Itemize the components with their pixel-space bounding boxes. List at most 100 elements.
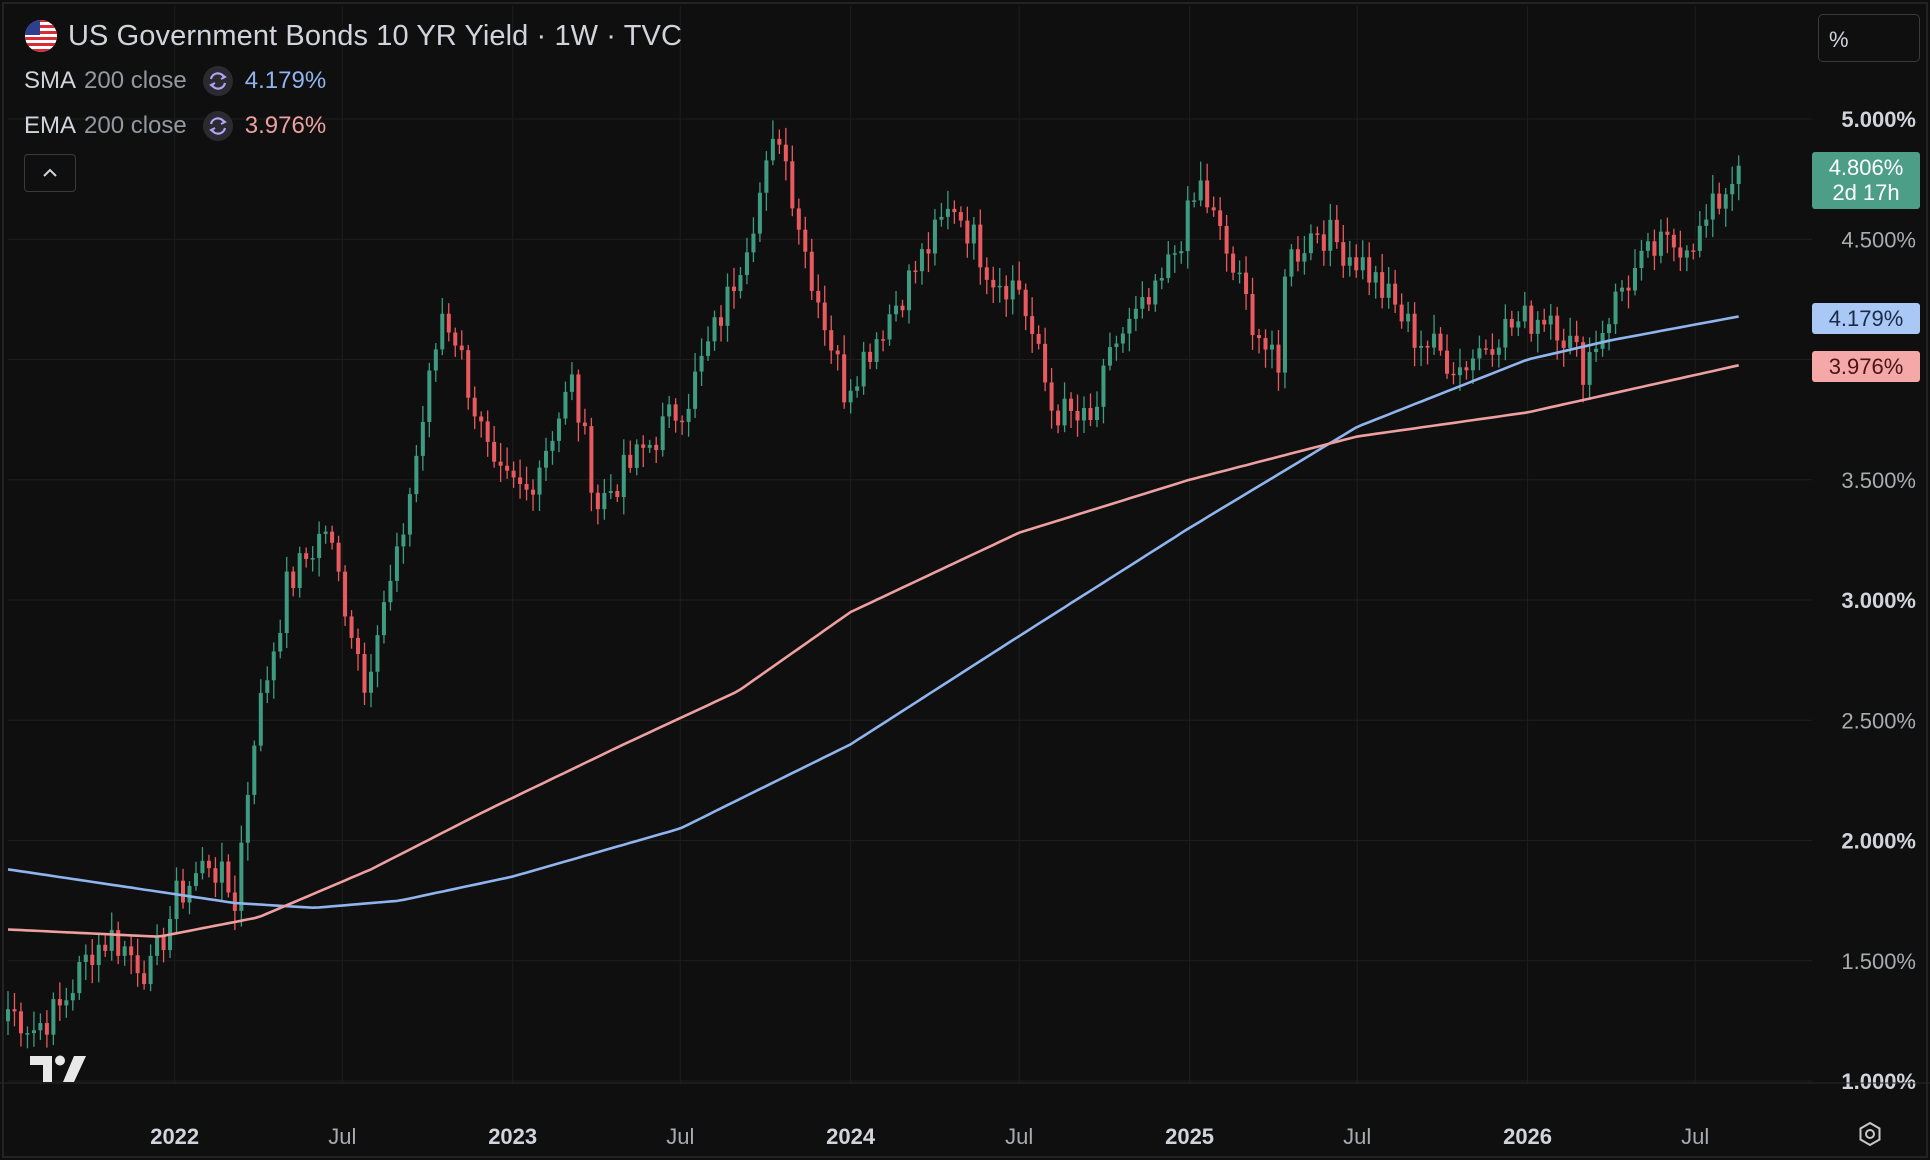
- candle-body-up: [433, 349, 438, 371]
- candle-body-down: [12, 1009, 17, 1012]
- candle-body-down: [453, 332, 458, 346]
- candle-body-up: [83, 954, 88, 962]
- x-axis-tick-label: Jul: [1681, 1124, 1709, 1149]
- candle-body-up: [1697, 225, 1702, 251]
- candle-body-down: [349, 616, 354, 638]
- legend-title-row: US Government Bonds 10 YR Yield · 1W · T…: [24, 14, 682, 58]
- x-axis-tick-label: 2023: [488, 1124, 537, 1149]
- candle-body-up: [1645, 241, 1650, 251]
- candle-body-down: [1205, 180, 1210, 208]
- candle-body-down: [524, 483, 529, 490]
- candle-body-down: [589, 426, 594, 493]
- candle-body-up: [1107, 347, 1112, 366]
- candle-body-up: [1548, 315, 1553, 325]
- candle-body-down: [809, 251, 814, 291]
- candle-body-down: [1444, 350, 1450, 374]
- candle-body-down: [1464, 367, 1469, 371]
- candle-body-down: [1056, 410, 1061, 426]
- candle-body-up: [1386, 283, 1391, 298]
- candle-body-up: [70, 993, 75, 1001]
- ema-200-line: [7, 364, 1739, 938]
- candle-body-down: [1665, 231, 1670, 235]
- candle-body-up: [193, 873, 198, 886]
- x-axis-tick-label: Jul: [666, 1124, 694, 1149]
- candle-body-up: [874, 339, 879, 362]
- collapse-legend-button[interactable]: [24, 154, 76, 192]
- candle-body-down: [783, 144, 788, 162]
- candle-body-down: [362, 654, 367, 693]
- candle-body-down: [796, 208, 801, 230]
- price-unit-button[interactable]: %: [1818, 14, 1920, 62]
- candle-body-down: [1069, 398, 1074, 411]
- candle-body-down: [356, 637, 361, 655]
- candle-body-up: [381, 602, 386, 636]
- indicator-sma[interactable]: SMA 200 close 4.179%: [24, 58, 682, 103]
- candle-body-down: [582, 422, 587, 427]
- candle-body-up: [1282, 276, 1287, 373]
- candle-body-up: [64, 1000, 69, 1006]
- tradingview-logo-icon[interactable]: [30, 1054, 88, 1084]
- indicator-name: SMA: [24, 66, 77, 94]
- candle-body-up: [96, 944, 101, 966]
- candle-body-down: [1574, 335, 1579, 343]
- candle-body-down: [965, 220, 970, 244]
- candle-body-up: [271, 651, 276, 681]
- candle-body-down: [505, 465, 510, 471]
- candle-body-up: [971, 224, 976, 244]
- indicator-params: 200 close: [84, 111, 187, 139]
- candle-body-up: [537, 467, 542, 495]
- candle-body-up: [1166, 254, 1171, 279]
- candle-body-up: [1308, 233, 1313, 254]
- candle-body-up: [1457, 367, 1462, 376]
- sync-icon[interactable]: [202, 110, 233, 141]
- candle-body-down: [1354, 257, 1359, 271]
- candle-body-up: [660, 416, 665, 451]
- candle-body-down: [1561, 340, 1566, 348]
- candle-body-down: [1146, 297, 1151, 305]
- candle-body-up: [1133, 308, 1138, 319]
- candle-body-up: [1503, 318, 1508, 348]
- candle-body-up: [751, 233, 756, 253]
- candle-body-down: [1490, 349, 1495, 355]
- candle-body-up: [738, 275, 743, 292]
- indicator-name: EMA: [24, 111, 77, 139]
- candle-body-up: [1632, 267, 1637, 291]
- candle-body-down: [485, 421, 490, 442]
- candle-body-down: [213, 868, 218, 883]
- candle-body-up: [855, 386, 860, 391]
- candle-body-up: [414, 455, 419, 495]
- candle-body-up: [1723, 194, 1728, 209]
- candle-body-up: [543, 450, 549, 468]
- chart-title[interactable]: US Government Bonds 10 YR Yield · 1W · T…: [68, 19, 682, 52]
- candle-body-down: [628, 454, 633, 468]
- candle-body-down: [1367, 257, 1372, 283]
- candle-body-up: [31, 1030, 36, 1034]
- candle-body-up: [278, 633, 283, 652]
- candle-body-up: [1522, 305, 1527, 322]
- candle-body-up: [38, 1023, 43, 1031]
- candle-body-down: [1393, 283, 1398, 305]
- candle-body-up: [686, 408, 691, 422]
- candle-body-down: [518, 477, 523, 484]
- x-axis-tick-label: Jul: [1343, 1124, 1371, 1149]
- sync-icon[interactable]: [202, 65, 233, 96]
- candle-body-up: [1237, 272, 1242, 275]
- candle-body-down: [816, 290, 821, 303]
- candle-body-up: [258, 692, 263, 746]
- candle-body-up: [1289, 249, 1294, 277]
- candle-body-down: [1412, 313, 1417, 348]
- candle-body-down: [1218, 210, 1223, 226]
- candle-body-down: [777, 138, 782, 145]
- indicator-ema[interactable]: EMA 200 close 3.976%: [24, 103, 682, 148]
- candle-body-up: [919, 249, 924, 272]
- candle-body-up: [621, 454, 626, 498]
- candle-body-down: [336, 542, 341, 572]
- candle-body-down: [991, 279, 996, 288]
- gear-icon[interactable]: [1856, 1120, 1884, 1148]
- chart-legend: US Government Bonds 10 YR Yield · 1W · T…: [24, 14, 682, 148]
- candle-body-up: [563, 391, 568, 419]
- candle-body-up: [1594, 348, 1599, 353]
